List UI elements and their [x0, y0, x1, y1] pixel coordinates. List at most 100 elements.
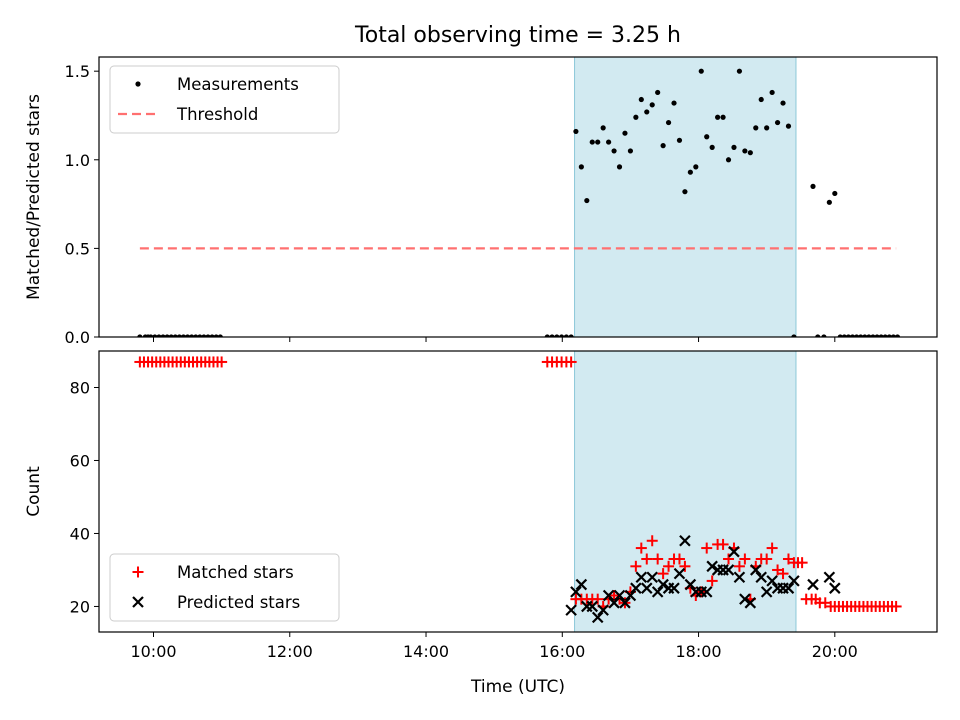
measurements-point [785, 123, 792, 129]
y-tick-label: 60 [70, 451, 90, 470]
x-tick-label: 10:00 [130, 642, 176, 661]
measurements-point [704, 134, 710, 140]
x-tick-label: 20:00 [812, 642, 858, 661]
y-tick-label: 80 [70, 378, 90, 397]
predicted-stars-point [640, 582, 653, 594]
measurements-point [731, 144, 737, 150]
predicted-stars-point [733, 571, 746, 584]
predicted-stars-point [613, 589, 626, 602]
predicted-stars-point [635, 571, 648, 584]
predicted-stars-point [807, 578, 819, 591]
y-tick-label: 0.5 [65, 239, 90, 258]
measurements-point [193, 334, 199, 337]
measurements-point [180, 334, 187, 337]
measurements-point [682, 189, 688, 195]
x-tick-label: 14:00 [403, 642, 449, 661]
matched-stars-point [761, 553, 773, 565]
predicted-stars-point [608, 597, 620, 609]
measurements-point [709, 144, 715, 150]
legend-frame [109, 65, 340, 134]
measurements-point [137, 334, 143, 337]
predicted-stars-point [657, 578, 669, 591]
measurements-point [715, 114, 721, 120]
measurements-point [638, 96, 644, 103]
measurements-point [753, 125, 759, 131]
matched-stars-point [723, 553, 735, 565]
predicted-stars-point [766, 575, 778, 587]
measurements-point [209, 334, 215, 337]
predicted-stars-point [706, 560, 718, 573]
matched-stars-point [890, 600, 902, 612]
y-tick-label: 20 [70, 597, 90, 616]
measurements-point [660, 143, 666, 149]
measurements-point [622, 130, 628, 136]
measurements-point [549, 334, 555, 337]
measurements-point [665, 119, 672, 126]
legend-label-matched-stars: Matched stars [177, 563, 294, 582]
matched-stars-point [739, 553, 751, 565]
measurements-point [849, 334, 856, 337]
measurements-point [742, 148, 748, 154]
measurements-point [841, 334, 847, 337]
legend-marker-matched-stars [132, 566, 144, 578]
measurements-point [698, 68, 704, 74]
matched-stars-point [657, 568, 669, 580]
measurements-point [568, 334, 574, 337]
measurements-point [156, 334, 162, 337]
measurements-point [563, 334, 569, 337]
measurements-point [845, 334, 852, 337]
legend: Matched stars Predicted stars [109, 553, 340, 622]
predicted-stars-point [673, 567, 686, 580]
measurements-point [725, 157, 732, 163]
measurements-point [858, 334, 864, 337]
figure-title: Total observing time = 3.25 h [354, 23, 681, 48]
measurements-point [644, 109, 650, 115]
measurements-point [890, 334, 896, 337]
measurements-point [606, 139, 612, 145]
measurements-point [573, 128, 579, 135]
x-axis-label: Time (UTC) [470, 677, 565, 697]
legend-label-threshold: Threshold [176, 105, 258, 124]
measurements-point [687, 169, 693, 175]
measurements-point [774, 119, 781, 126]
measurements-point [676, 137, 683, 143]
legend-marker-predicted-stars [132, 596, 144, 608]
measurements-point [878, 334, 884, 337]
legend: Measurements Threshold [109, 65, 340, 134]
measurements-point [815, 334, 821, 337]
measurements-point [854, 334, 860, 337]
matched-stars-point [777, 568, 789, 580]
measurements-point [874, 334, 880, 337]
measurements-point [747, 150, 753, 156]
matched-stars-point [216, 356, 228, 368]
measurements-point [886, 334, 892, 337]
matched-stars-point [796, 557, 808, 569]
measurements-point [780, 100, 786, 106]
observing-span [574, 350, 797, 633]
predicted-stars-point [788, 575, 800, 587]
measurements-point [769, 89, 775, 96]
plot-area [134, 356, 902, 624]
matched-stars-point [663, 560, 675, 572]
matched-stars-point [652, 553, 664, 565]
predicted-stars-point [829, 582, 841, 594]
measurements-point [882, 334, 888, 337]
measurements-point [791, 334, 797, 337]
predicted-stars-point [823, 571, 836, 584]
predicted-stars-point [597, 604, 609, 616]
matched-stars-point [717, 538, 729, 550]
y-axis-label: Matched/Predicted stars [24, 94, 44, 300]
predicted-stars-point [624, 589, 637, 602]
predicted-stars-point [565, 604, 577, 616]
matched-stars-point [565, 356, 577, 368]
measurements-point [821, 334, 827, 337]
measurements-point [197, 334, 203, 337]
measurements-point [655, 89, 661, 96]
measurements-point [544, 334, 550, 337]
legend-label-measurements: Measurements [177, 75, 299, 94]
y-tick-label: 0.0 [65, 328, 90, 347]
measurements-point [164, 334, 170, 337]
measurements-point [837, 334, 843, 337]
measurements-point [168, 334, 174, 337]
predicted-stars-point [700, 586, 713, 598]
